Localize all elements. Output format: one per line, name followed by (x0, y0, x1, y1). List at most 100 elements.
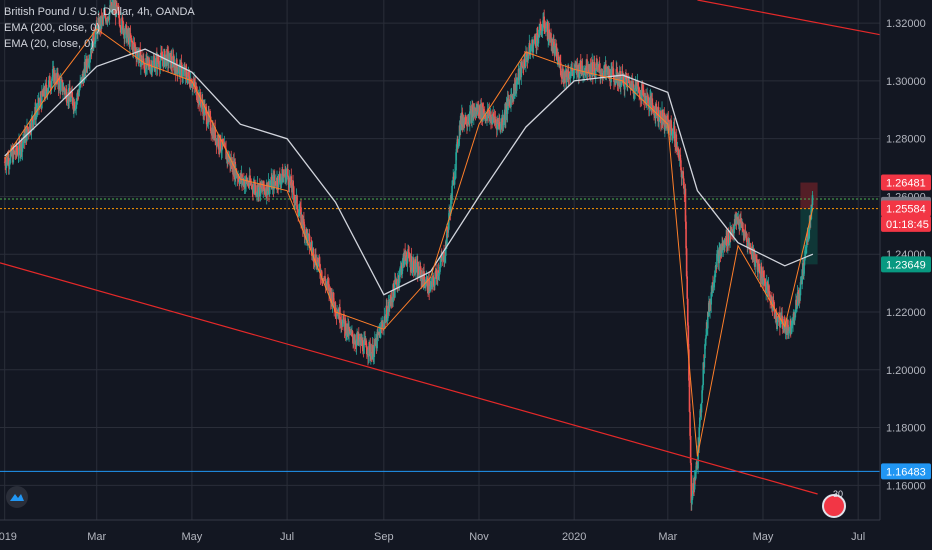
candle-body (641, 84, 644, 90)
candle-body (310, 244, 313, 249)
candle-body (47, 80, 50, 89)
candle-body (339, 307, 341, 324)
flag-badge-icon[interactable] (822, 494, 846, 518)
candle-body (407, 249, 409, 257)
candle-body (177, 72, 179, 75)
candle-body (567, 71, 570, 79)
trendlines[interactable] (0, 0, 881, 495)
candle-body (89, 54, 92, 57)
trendline (697, 0, 881, 36)
candle-body (367, 355, 370, 357)
price-label-box (881, 174, 931, 191)
candle-body (130, 38, 133, 43)
indicator-ema-20[interactable]: EMA (20, close, 0) (4, 38, 94, 50)
candle-body (329, 287, 332, 294)
candle-body (327, 283, 330, 285)
candle-body (276, 177, 279, 187)
candle-body (141, 62, 144, 65)
candle-body (506, 98, 509, 114)
candle-body (296, 208, 299, 213)
x-tick-label: May (182, 531, 203, 543)
candle-body (642, 89, 644, 91)
candle-body (701, 385, 704, 391)
candle-body (415, 262, 418, 270)
candle-body (784, 325, 787, 333)
candle-body (493, 113, 495, 117)
price-axis[interactable]: 1.320001.300001.280001.260001.240001.220… (879, 0, 932, 550)
candle-body (204, 107, 206, 115)
candle-body (499, 124, 502, 130)
candle-body (18, 141, 21, 145)
candle-body (629, 80, 631, 86)
candle-body (261, 190, 264, 192)
candle-body (418, 266, 420, 275)
candle-body (466, 121, 469, 126)
candle-body (51, 69, 54, 78)
candle-body (776, 316, 779, 323)
y-tick-label: 1.22000 (886, 307, 926, 319)
candle-body (404, 251, 406, 256)
candle-body (503, 119, 505, 123)
candle-body (529, 47, 532, 56)
candle-body (345, 333, 348, 336)
time-axis[interactable]: 2019 Mar May Jul Sep Nov 2020 Mar May Jul (0, 519, 932, 550)
candle-body (121, 17, 124, 22)
candle-body (63, 87, 65, 91)
candle-body (502, 122, 505, 125)
candle-body (453, 179, 456, 185)
candle-body (220, 150, 223, 152)
candle-body (377, 331, 380, 335)
price-axis-panel (880, 0, 932, 550)
candle-body (550, 33, 552, 39)
candle-body (693, 489, 695, 491)
candle-body (602, 70, 605, 78)
candle-body (446, 227, 449, 230)
candle-body (522, 65, 524, 69)
candle-body (182, 70, 185, 72)
candle-body (454, 170, 457, 172)
candle-body (537, 34, 540, 44)
candle-body (217, 138, 220, 149)
candle-body (245, 177, 248, 181)
candle-body (209, 115, 211, 117)
candle-body (104, 13, 107, 18)
candle-body (687, 325, 690, 350)
candle-body (566, 69, 568, 77)
candle-body (24, 132, 27, 143)
candle-body (437, 270, 440, 277)
candle-body (550, 38, 553, 51)
candle-body (54, 73, 56, 82)
candle-body (299, 206, 301, 212)
horizontal-lines[interactable] (0, 198, 880, 472)
candle-body (73, 102, 76, 111)
candle-body (75, 101, 77, 109)
indicator-ema-200[interactable]: EMA (200, close, 0) (4, 22, 100, 34)
candle-body (684, 188, 687, 222)
candle-body (686, 298, 689, 326)
candle-body (118, 10, 120, 19)
candle-body (246, 180, 249, 185)
candle-body (388, 303, 391, 309)
candle-body (71, 97, 74, 106)
candle-body (759, 271, 761, 273)
candle-body (419, 266, 421, 277)
candle-body (373, 346, 376, 358)
candle-body (61, 80, 64, 93)
candle-body (46, 91, 49, 96)
candle-body (119, 26, 122, 27)
tradingview-logo-icon[interactable] (6, 486, 28, 508)
candle-body (704, 344, 706, 358)
candle-body (368, 342, 370, 356)
price-label-box (881, 215, 931, 232)
candle-body (559, 62, 562, 76)
candle-body (555, 46, 557, 48)
candle-body (471, 107, 473, 123)
candle-body (93, 43, 96, 44)
candle-body (620, 85, 622, 87)
candle-body (587, 69, 590, 72)
candle-body (752, 251, 754, 260)
candle-body (742, 231, 745, 233)
symbol-title[interactable]: British Pound / U.S. Dollar, 4h, OANDA (4, 6, 195, 18)
candle-body (273, 175, 275, 190)
